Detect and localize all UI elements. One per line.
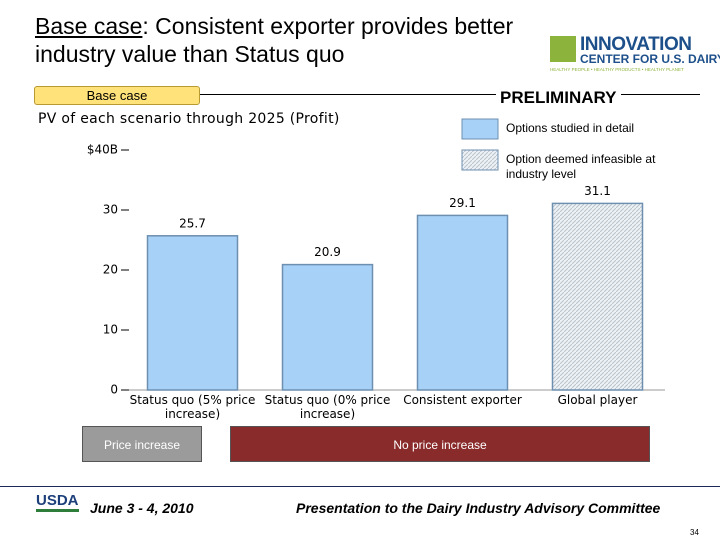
y-tick-label: 20: [103, 263, 118, 277]
logo-icon: [550, 36, 576, 62]
bar: [551, 202, 644, 391]
status: PRELIMINARY: [496, 88, 621, 108]
logo-main: INNOVATION: [580, 34, 692, 55]
footer-date: June 3 - 4, 2010: [90, 500, 194, 516]
y-tick-label: 10: [103, 323, 118, 337]
title-rest: : Consistent exporter provides better in…: [35, 13, 514, 67]
x-tick-label: Global player: [557, 393, 638, 407]
footer-event: Presentation to the Dairy Industry Advis…: [296, 500, 661, 516]
x-tick-label: Consistent exporter: [403, 393, 522, 407]
bar: [416, 214, 509, 391]
y-tick-label: $40B: [87, 143, 118, 157]
slide-title: Base case: Consistent exporter provides …: [35, 12, 535, 68]
rule: [200, 94, 700, 95]
value-label: 20.9: [314, 245, 341, 259]
group-band: No price increase: [230, 426, 650, 462]
group-band: Price increase: [82, 426, 202, 462]
value-label: 25.7: [179, 216, 206, 230]
legend-swatch: [461, 118, 499, 140]
x-tick-label: Status quo (0% price increase): [264, 393, 391, 421]
tag-text: Base case: [86, 88, 148, 103]
title-lead: Base case: [35, 13, 143, 39]
footer-rule: [0, 486, 720, 487]
y-tick-label: 0: [110, 383, 118, 397]
tag: Base case: [34, 86, 200, 105]
value-label: 31.1: [584, 184, 611, 198]
x-tick-label: Status quo (5% price increase): [129, 393, 256, 421]
bar: [281, 263, 374, 391]
logo-sub: CENTER FOR U.S. DAIRY: [580, 52, 720, 66]
bar: [146, 235, 239, 391]
page-number: 34: [690, 528, 699, 537]
chart-subtitle: PV of each scenario through 2025 (Profit…: [38, 111, 340, 127]
logo-tagline: HEALTHY PEOPLE • HEALTHY PRODUCTS • HEAL…: [550, 67, 684, 72]
y-tick-label: 30: [103, 203, 118, 217]
legend-label: Options studied in detail: [506, 121, 635, 135]
legend-swatch: [461, 149, 499, 171]
value-label: 29.1: [449, 196, 476, 210]
usda-logo: USDA: [36, 492, 79, 512]
legend-label: Option deemed infeasible at industry lev…: [506, 152, 656, 181]
